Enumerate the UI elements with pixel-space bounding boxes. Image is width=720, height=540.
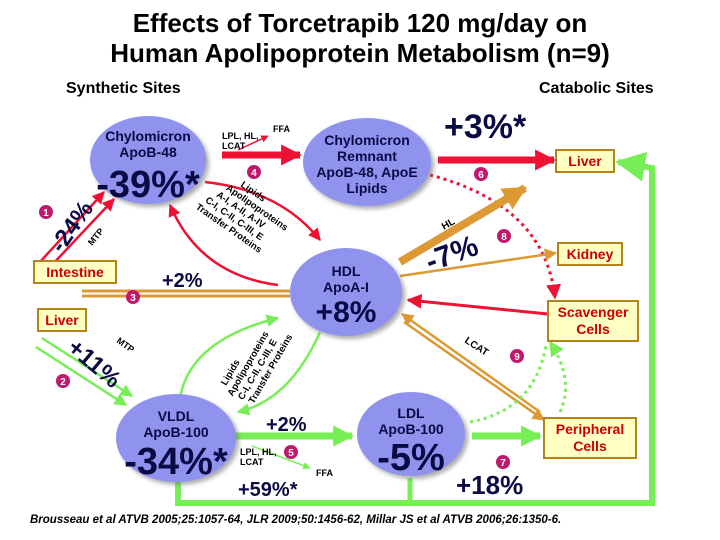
arrow-ffa-bottom <box>251 445 311 470</box>
mtp-bottom-label: MTP <box>115 335 136 354</box>
arrow-hdl-to-kidney <box>399 248 558 278</box>
remnant-node: Chylomicron Remnant ApoB-48, ApoE Lipids <box>303 118 431 206</box>
svg-text:5: 5 <box>288 448 294 459</box>
scavenger-label-2: Cells <box>576 321 610 337</box>
scavenger-box: Scavenger Cells <box>547 300 639 342</box>
hdl-node: HDL ApoA-I +8% <box>290 248 402 336</box>
svg-text:3: 3 <box>130 293 136 304</box>
arrow-intestine-to-chylomicron-a <box>39 191 105 263</box>
catabolic-sites-header: Catabolic Sites <box>539 80 654 97</box>
liver-right-box: Liver <box>555 149 615 173</box>
liver-left-label: Liver <box>45 312 79 328</box>
arrow-hdl-to-chylomicron <box>168 203 279 287</box>
synthetic-sites-header: Synthetic Sites <box>66 80 181 97</box>
ldl-label-2: ApoB-100 <box>378 421 444 437</box>
hdl-change: +8% <box>316 296 377 329</box>
lipids-top-labels: Lipids Apolipoproteins A-I, A-II, A-IV C… <box>193 179 289 255</box>
arrow-hdl-to-vldl <box>236 331 322 416</box>
vldl-ldl-change: +2% <box>266 414 307 436</box>
badge-6: 6 <box>474 167 488 181</box>
peripheral-label-2: Cells <box>573 438 607 454</box>
slide-title-line-2: Human Apolipoprotein Metabolism (n=9) <box>110 38 610 68</box>
remnant-label-3: ApoB-48, ApoE <box>316 164 417 180</box>
arrow-ldl-to-scavenger <box>469 344 548 424</box>
intestine-hdl-change: +2% <box>162 270 203 292</box>
arrow-scavenger-to-hdl <box>406 293 549 316</box>
ffa-top-label: FFA <box>273 124 290 134</box>
liver-left-box: Liver <box>37 308 87 332</box>
badge-3: 3 <box>126 290 140 304</box>
vldl-change: -34%* <box>124 441 228 483</box>
lcat-right-label: LCAT <box>462 335 490 358</box>
intestine-box: Intestine <box>33 260 117 284</box>
hdl-label-2: ApoA-I <box>323 279 369 295</box>
ffa-change: +59%* <box>238 479 298 501</box>
arrow-hdl-to-peripheral <box>403 320 546 422</box>
liver-right-label: Liver <box>568 153 602 169</box>
ldl-change: -5% <box>377 437 445 479</box>
remnant-label-4: Lipids <box>346 180 387 196</box>
arrow-remnant-to-scavenger <box>429 173 562 300</box>
arrow-intestine-to-chylomicron-b <box>50 198 115 267</box>
ffa-bottom-label: FFA <box>316 468 333 478</box>
peripheral-box: Peripheral Cells <box>543 417 637 459</box>
remnant-label-2: Remnant <box>337 148 397 164</box>
arrow-bottom-loop-to-liver <box>175 151 655 506</box>
arrow-ffa-top <box>237 135 269 151</box>
slide-title-line-1: Effects of Torcetrapib 120 mg/day on <box>132 8 588 38</box>
badge-5: 5 <box>284 445 298 459</box>
arrow-peripheral-to-scavenger <box>548 340 568 413</box>
svg-text:2: 2 <box>60 377 66 388</box>
lpl-top-label-1: LPL, HL, <box>222 131 259 141</box>
chylomicron-node: Chylomicron ApoB-48 -39%* <box>90 116 206 206</box>
mtp-top-label: MTP <box>86 226 106 247</box>
badge-7: 7 <box>496 455 510 469</box>
ldl-peripheral-change: +18% <box>456 470 523 500</box>
remnant-label-1: Chylomicron <box>324 132 410 148</box>
svg-text:6: 6 <box>478 170 484 181</box>
peripheral-label-1: Peripheral <box>556 421 624 437</box>
svg-text:7: 7 <box>500 458 506 469</box>
lipids-bottom-labels: Lipids Apolipoproteins C-I, C-II, C-III,… <box>219 330 295 406</box>
vldl-node: VLDL ApoB-100 -34%* <box>116 394 236 483</box>
badge-9: 9 <box>510 349 524 363</box>
ldl-node: LDL ApoB-100 -5% <box>357 392 465 479</box>
arrow-vldl-to-hdl <box>178 314 280 399</box>
svg-text:8: 8 <box>501 232 507 243</box>
lpl-top-label-2: LCAT <box>222 141 246 151</box>
lpl-bottom-label-2: LCAT <box>240 457 264 467</box>
badge-4: 4 <box>247 165 261 179</box>
badge-2: 2 <box>56 374 70 388</box>
intestine-label: Intestine <box>46 264 104 280</box>
vldl-label-1: VLDL <box>158 408 195 424</box>
arrow-peripheral-to-hdl <box>400 312 541 414</box>
svg-text:4: 4 <box>251 168 257 179</box>
svg-text:9: 9 <box>514 352 520 363</box>
hdl-label-1: HDL <box>332 263 361 279</box>
chylomicron-label-2: ApoB-48 <box>119 144 177 160</box>
badge-8: 8 <box>497 229 511 243</box>
hdl-liver-change: -7% <box>421 229 482 278</box>
scavenger-label-1: Scavenger <box>558 304 629 320</box>
ldl-label-1: LDL <box>397 405 425 421</box>
arrow-chylomicron-to-hdl <box>204 180 321 241</box>
badge-1: 1 <box>39 205 53 219</box>
chylomicron-label-1: Chylomicron <box>105 128 191 144</box>
kidney-box: Kidney <box>557 242 623 266</box>
arrow-liver-to-vldl-b <box>35 345 128 407</box>
arrow-hdl-to-liver <box>397 184 528 266</box>
chylomicron-change: -39%* <box>96 164 200 206</box>
arrow-liver-to-vldl-a <box>41 336 134 398</box>
lpl-bottom-label-1: LPL, HL, <box>240 447 277 457</box>
citation: Brousseau et al ATVB 2005;25:1057-64, JL… <box>30 514 562 526</box>
svg-text:1: 1 <box>43 208 49 219</box>
kidney-label: Kidney <box>567 246 614 262</box>
vldl-label-2: ApoB-100 <box>143 424 209 440</box>
liver-uptake-change: +3%* <box>444 108 527 146</box>
